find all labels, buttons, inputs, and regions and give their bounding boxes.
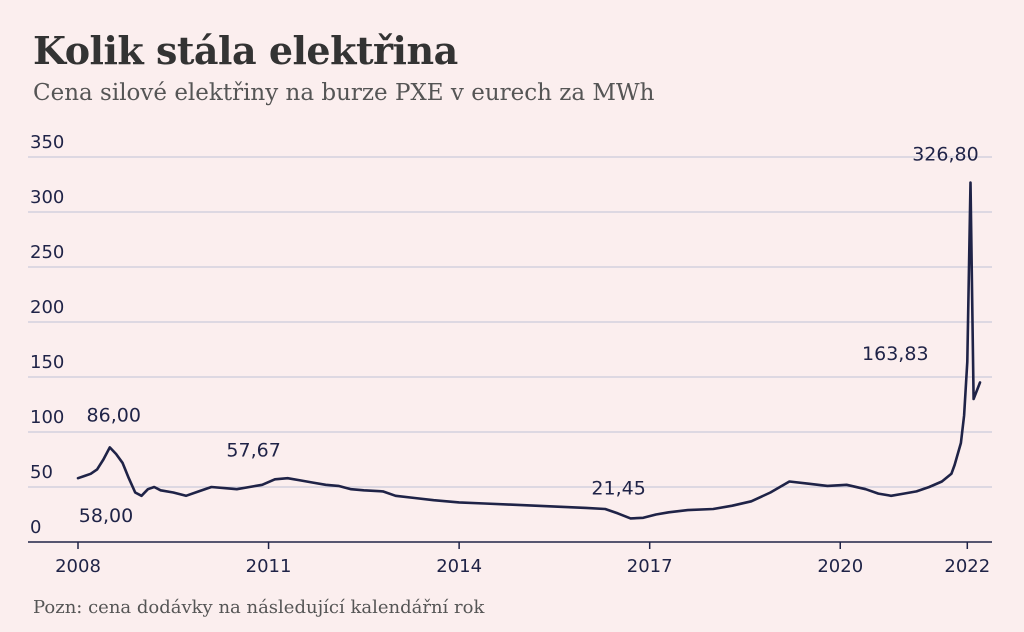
data-label: 58,00 — [79, 505, 133, 527]
grid-lines — [28, 156, 992, 543]
y-tick-label: 0 — [30, 517, 41, 538]
y-tick-label: 100 — [30, 407, 64, 428]
data-label: 21,45 — [591, 477, 645, 499]
data-label: 163,83 — [862, 343, 928, 365]
y-tick-label: 150 — [30, 352, 64, 373]
data-label: 326,80 — [912, 144, 978, 166]
y-tick-label: 200 — [30, 297, 64, 318]
data-label: 57,67 — [226, 440, 280, 462]
x-axis-ticks: 2008 2011 2014 2017 2020 2022 — [55, 542, 990, 577]
chart-title: Kolik stála elektřina — [33, 28, 458, 73]
y-axis-ticks: 0 50 100 150 200 250 300 350 — [30, 132, 64, 538]
x-tick-label: 2020 — [817, 556, 863, 577]
x-tick-label: 2008 — [55, 556, 101, 577]
x-tick-label: 2014 — [436, 556, 482, 577]
x-tick-label: 2022 — [944, 556, 990, 577]
annotations-layer: 86,00 58,00 57,67 21,45 163,83 326,80 — [79, 144, 979, 528]
x-tick-label: 2017 — [627, 556, 673, 577]
series-line — [76, 181, 982, 520]
chart-subtitle: Cena silové elektřiny na burze PXE v eur… — [33, 80, 655, 106]
x-tick-label: 2011 — [246, 556, 292, 577]
y-tick-label: 350 — [30, 132, 64, 153]
series-layer — [76, 181, 982, 520]
y-tick-label: 50 — [30, 462, 53, 483]
data-label: 86,00 — [87, 404, 141, 426]
y-tick-label: 250 — [30, 242, 64, 263]
chart-note: Pozn: cena dodávky na následující kalend… — [33, 597, 485, 618]
y-tick-label: 300 — [30, 187, 64, 208]
